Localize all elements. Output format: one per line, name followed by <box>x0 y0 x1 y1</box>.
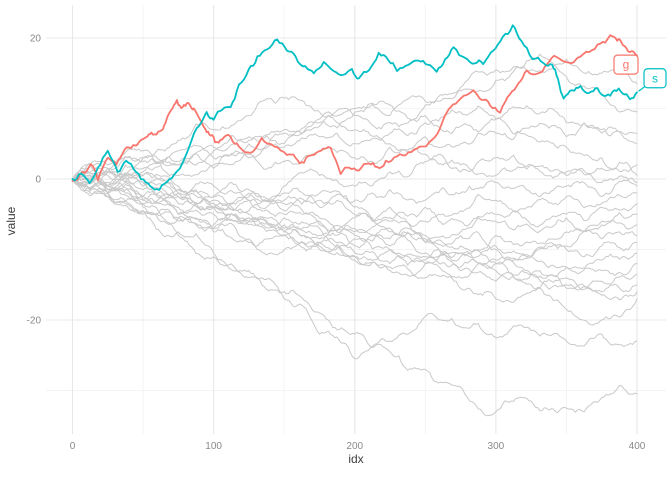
x-tick-label: 100 <box>205 441 222 452</box>
background-series-line <box>72 96 638 184</box>
background-series-line <box>72 178 638 243</box>
y-axis-title: value <box>4 206 18 236</box>
y-tick-label: 20 <box>30 34 42 45</box>
x-tick-label: 0 <box>70 441 76 452</box>
series-label-text: s <box>652 71 658 85</box>
series-label-s: s <box>638 68 667 92</box>
background-series-line <box>72 178 638 228</box>
x-axis-title: idx <box>348 452 364 466</box>
background-series-line <box>72 178 638 293</box>
background-series-line <box>72 167 638 277</box>
series-label-box <box>613 54 639 75</box>
series-label-g: g <box>613 54 639 75</box>
background-series-line <box>72 178 638 360</box>
background-series-line <box>72 178 638 275</box>
background-series-line <box>72 122 638 192</box>
x-tick-label: 400 <box>629 441 646 452</box>
x-tick-label: 200 <box>346 441 363 452</box>
background-series-line <box>72 162 638 228</box>
background-series-line <box>72 171 638 261</box>
background-series-line <box>72 53 638 186</box>
series-line-s <box>71 24 638 191</box>
series-line-g <box>71 34 638 182</box>
background-series-line <box>72 177 638 301</box>
series-label-text: g <box>623 58 630 72</box>
background-series-line <box>72 178 638 417</box>
series-label-box <box>643 68 667 89</box>
y-tick-label: -20 <box>27 316 42 327</box>
background-series-line <box>72 173 638 326</box>
background-series-line <box>72 105 638 189</box>
y-tick-label: 0 <box>35 175 41 186</box>
background-series-line <box>72 100 638 182</box>
x-tick-label: 300 <box>488 441 505 452</box>
